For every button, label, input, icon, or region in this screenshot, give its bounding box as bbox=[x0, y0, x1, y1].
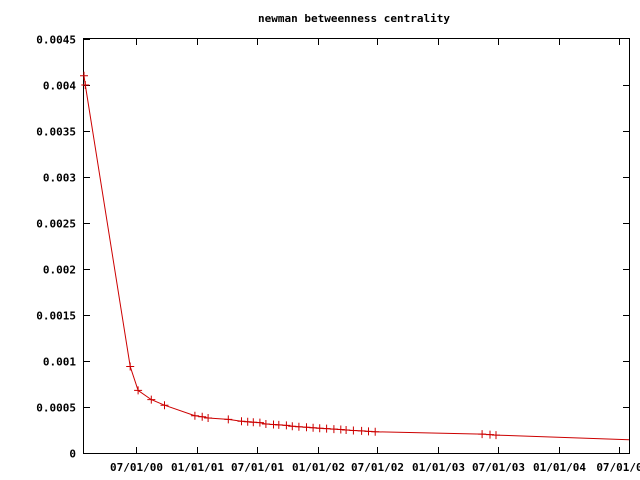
data-point bbox=[261, 420, 270, 428]
x-tick-label: 07/01/0 bbox=[596, 461, 640, 474]
data-point bbox=[349, 426, 358, 435]
y-tick-label: 0 bbox=[69, 448, 76, 461]
data-point bbox=[282, 421, 291, 430]
data-point bbox=[126, 362, 135, 371]
data-point bbox=[160, 401, 169, 410]
data-point bbox=[492, 431, 500, 440]
y-tick-label: 0.002 bbox=[43, 264, 76, 277]
data-point bbox=[80, 71, 88, 80]
data-point bbox=[364, 427, 373, 436]
data-point bbox=[322, 424, 331, 433]
y-tick-label: 0.0005 bbox=[36, 402, 76, 415]
data-point bbox=[147, 395, 156, 404]
data-point bbox=[315, 424, 324, 433]
series-line bbox=[83, 75, 630, 441]
x-tick-label: 07/01/01 bbox=[231, 461, 284, 474]
x-tick-label: 01/01/01 bbox=[171, 461, 224, 474]
x-tick-label: 01/01/02 bbox=[292, 461, 345, 474]
data-point bbox=[134, 386, 143, 395]
y-tick-label: 0.003 bbox=[43, 172, 76, 185]
x-tick-label: 07/01/00 bbox=[110, 461, 163, 474]
data-series bbox=[80, 71, 630, 441]
x-tick-label: 07/01/03 bbox=[472, 461, 525, 474]
data-point bbox=[371, 427, 380, 436]
x-tick-label: 01/01/04 bbox=[533, 461, 586, 474]
data-point bbox=[478, 430, 487, 439]
chart-title: newman betweenness centrality bbox=[258, 12, 450, 25]
x-tick-label: 07/01/02 bbox=[351, 461, 404, 474]
data-point bbox=[255, 418, 264, 427]
x-tick-label: 01/01/03 bbox=[412, 461, 465, 474]
y-axis: 0 0.0005 0.001 0.0015 0.002 0.0025 0.003 0.0035… bbox=[36, 34, 629, 461]
x-axis: 07/01/00 01/01/01 07/01/01 01/01/02 07/01/02… bbox=[110, 39, 640, 474]
plot-area-frame bbox=[83, 38, 630, 454]
data-point bbox=[357, 426, 366, 435]
data-point bbox=[329, 425, 338, 434]
y-tick-label: 0.0045 bbox=[36, 34, 76, 47]
y-tick-label: 0.0035 bbox=[36, 126, 76, 139]
y-tick-label: 0.004 bbox=[43, 80, 76, 93]
data-point bbox=[274, 420, 283, 429]
y-tick-label: 0.0015 bbox=[36, 310, 76, 323]
data-point bbox=[294, 422, 303, 431]
data-point bbox=[190, 411, 199, 420]
data-point bbox=[224, 415, 233, 424]
y-tick-label: 0.0025 bbox=[36, 218, 76, 231]
data-point bbox=[81, 81, 90, 89]
data-point bbox=[342, 426, 351, 434]
data-point bbox=[198, 412, 207, 421]
data-point bbox=[204, 414, 213, 422]
y-tick-label: 0.001 bbox=[43, 356, 76, 369]
